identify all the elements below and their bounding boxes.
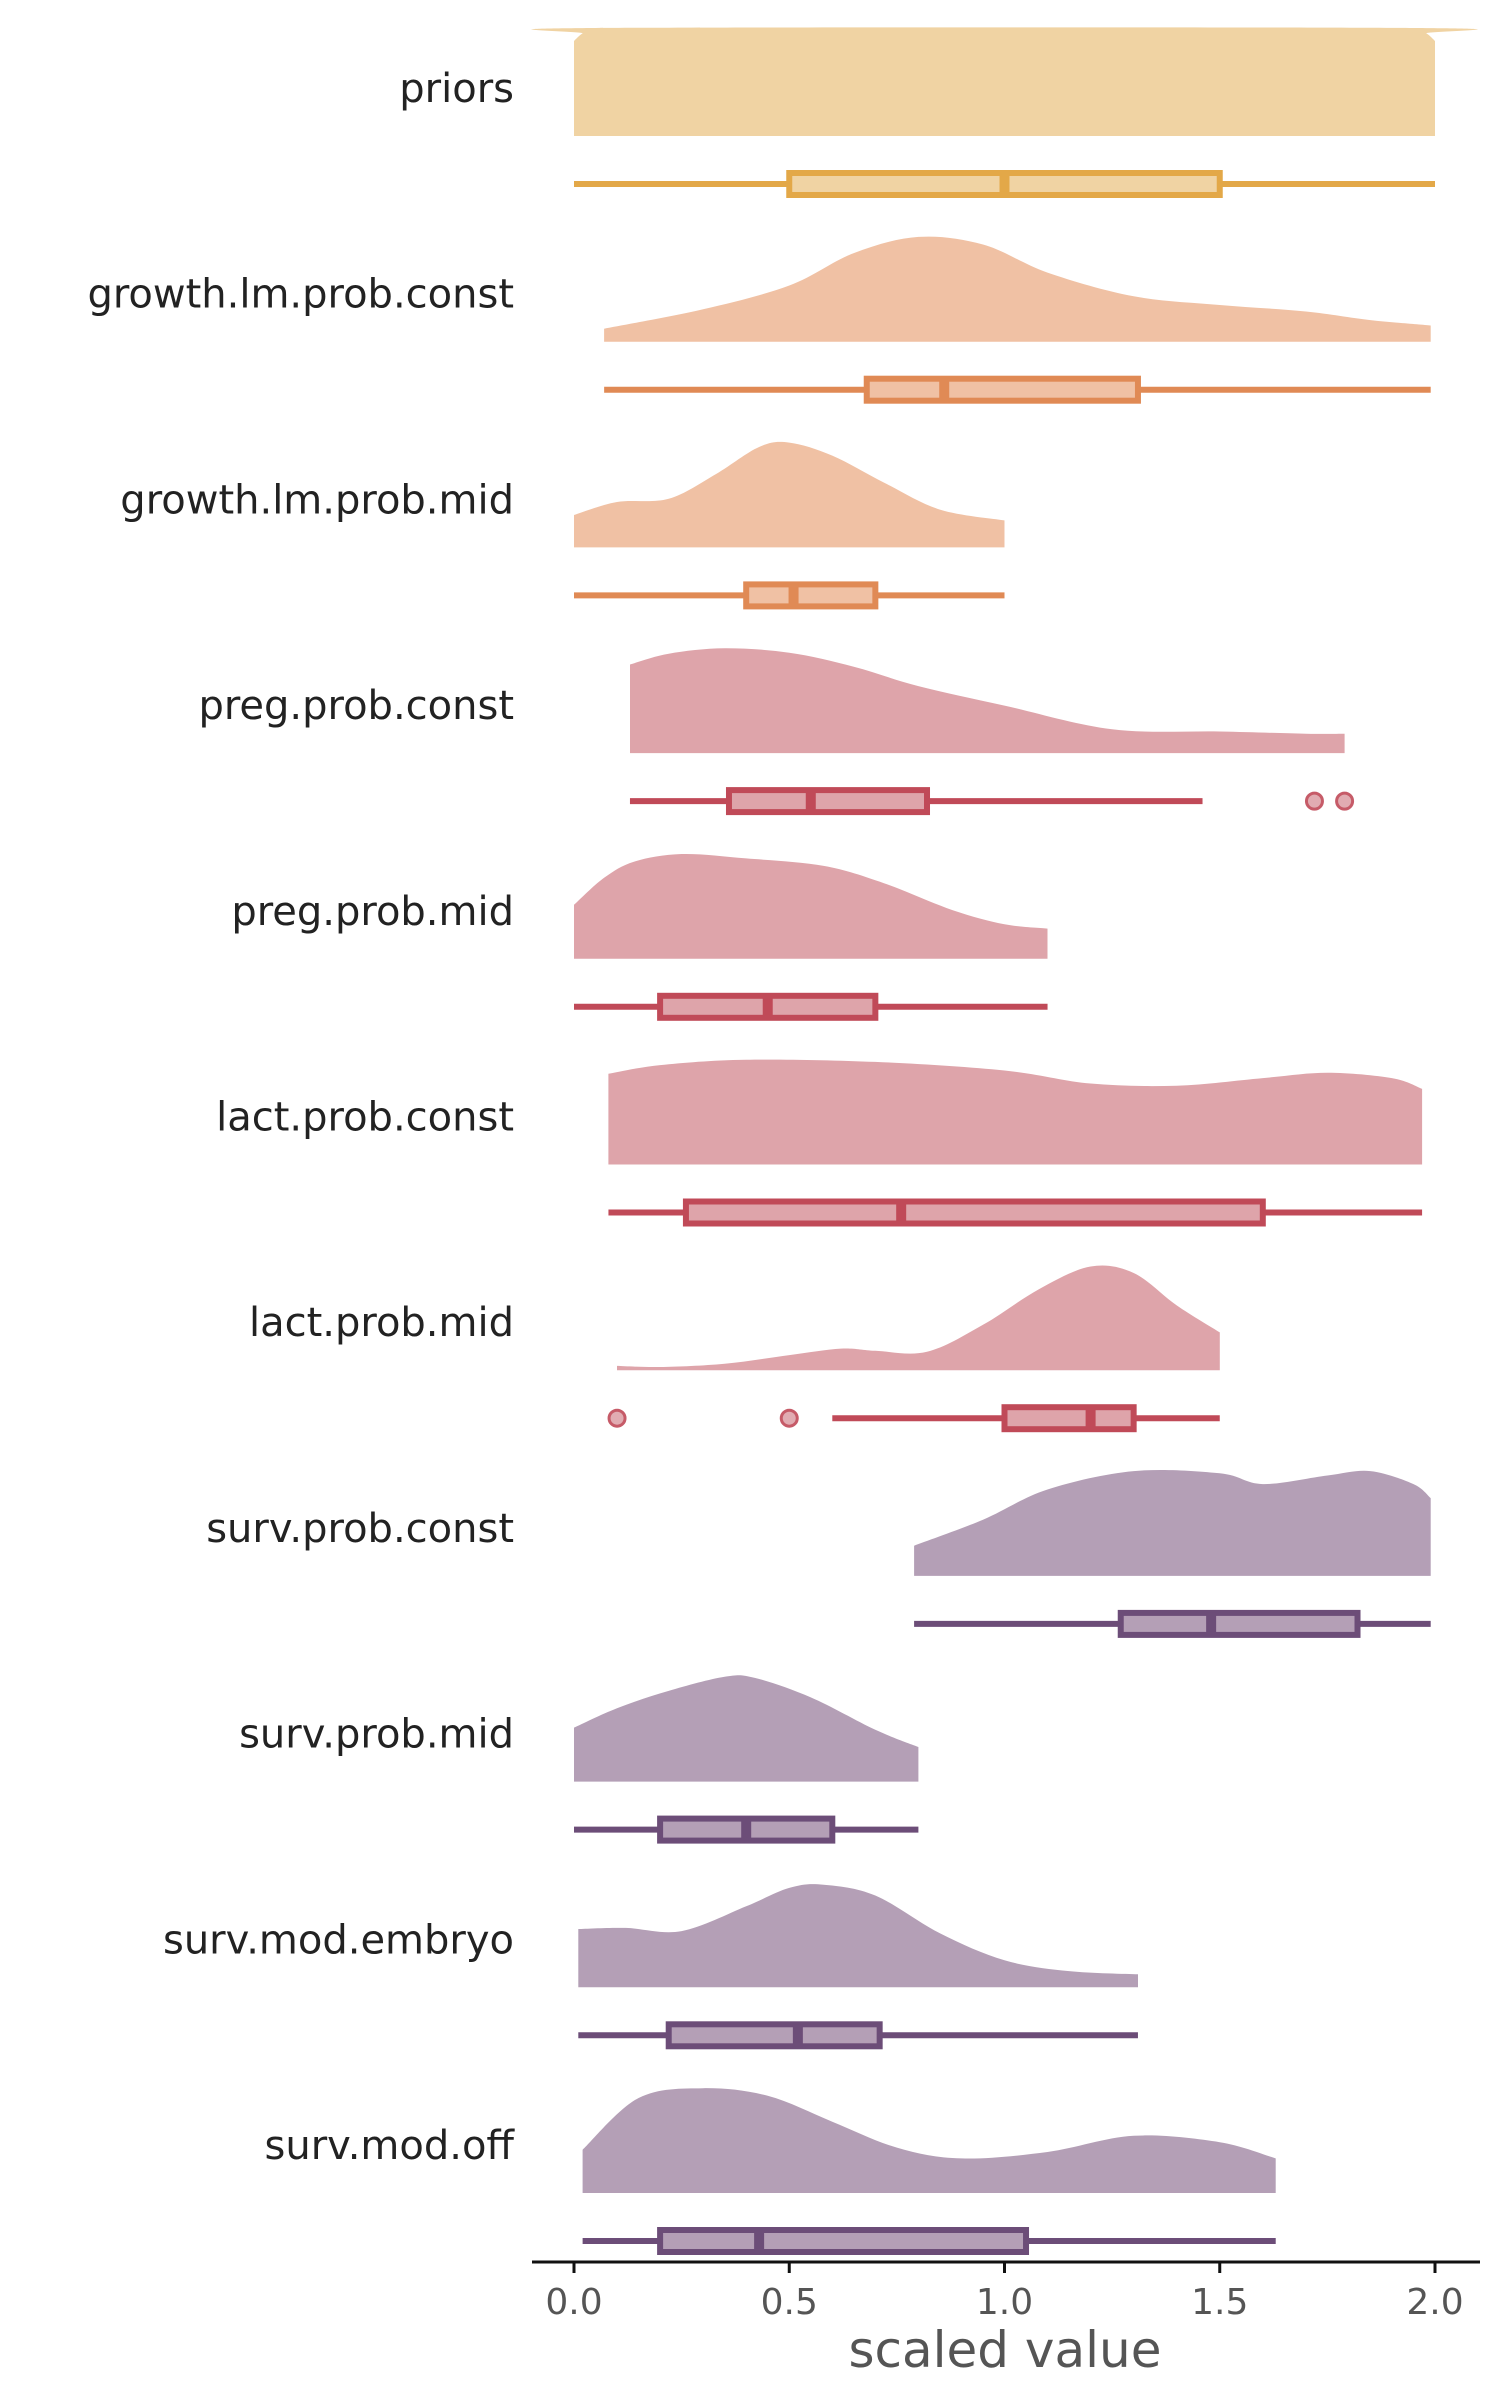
density-cloud (574, 441, 1005, 548)
density-cloud (574, 1675, 919, 1782)
row-surv-mod-off: surv.mod.off (265, 2088, 1276, 2255)
x-axis: 0.0 0.5 1.0 1.5 2.0 scaled value (532, 2260, 1480, 2379)
density-cloud (608, 1059, 1423, 1165)
x-tick-label: 0.5 (761, 2282, 818, 2323)
box (863, 375, 1141, 404)
row-lact-prob-mid: lact.prob.mid (249, 1265, 1220, 1433)
box (743, 581, 879, 610)
box (682, 1198, 1266, 1227)
category-label: surv.mod.off (265, 2123, 516, 2169)
x-axis-ticks: 0.0 0.5 1.0 1.5 2.0 (545, 2262, 1464, 2323)
box (657, 2227, 1030, 2255)
category-label: preg.prob.const (198, 683, 514, 729)
outlier-point (1335, 791, 1355, 811)
density-cloud (617, 1265, 1220, 1371)
x-tick-label: 1.0 (976, 2282, 1033, 2323)
box (1001, 1404, 1137, 1433)
row-preg-prob-mid: preg.prob.mid (231, 853, 1048, 1021)
category-label: priors (399, 66, 514, 112)
x-tick-label: 2.0 (1406, 2282, 1463, 2323)
density-cloud (582, 2088, 1276, 2193)
category-label: growth.lm.prob.const (87, 272, 514, 318)
category-label: preg.prob.mid (231, 889, 514, 935)
x-tick-label: 1.5 (1191, 2282, 1248, 2323)
box (665, 2021, 883, 2050)
category-label: growth.lm.prob.mid (120, 477, 514, 523)
outlier-point (779, 1408, 799, 1428)
row-priors: priors (399, 27, 1478, 198)
category-label: lact.prob.mid (249, 1300, 514, 1346)
category-label: surv.mod.embryo (163, 1917, 514, 1963)
row-surv-prob-const: surv.prob.const (206, 1469, 1431, 1638)
category-label: surv.prob.mid (239, 1712, 514, 1758)
row-lact-prob-const: lact.prob.const (216, 1059, 1423, 1227)
x-tick-label: 0.0 (545, 2282, 602, 2323)
outlier-point (607, 1408, 627, 1428)
row-preg-prob-const: preg.prob.const (198, 648, 1355, 816)
x-axis-title: scaled value (848, 2321, 1161, 2379)
chart-rows: priors growth.lm.prob.const growth.lm.prob… (87, 27, 1478, 2255)
density-cloud (574, 853, 1048, 959)
density-cloud (914, 1469, 1431, 1576)
density-cloud (630, 648, 1345, 754)
row-growth-lm-prob-const: growth.lm.prob.const (87, 236, 1431, 404)
box (725, 787, 931, 816)
row-surv-mod-embryo: surv.mod.embryo (163, 1884, 1138, 2050)
row-growth-lm-prob-mid: growth.lm.prob.mid (120, 441, 1005, 610)
row-surv-prob-mid: surv.prob.mid (239, 1675, 919, 1844)
density-cloud (578, 1884, 1138, 1988)
density-cloud (531, 27, 1478, 137)
category-label: surv.prob.const (206, 1506, 514, 1552)
outlier-point (1304, 791, 1324, 811)
density-cloud (604, 236, 1431, 342)
category-label: lact.prob.const (216, 1095, 514, 1141)
box (1117, 1609, 1361, 1638)
